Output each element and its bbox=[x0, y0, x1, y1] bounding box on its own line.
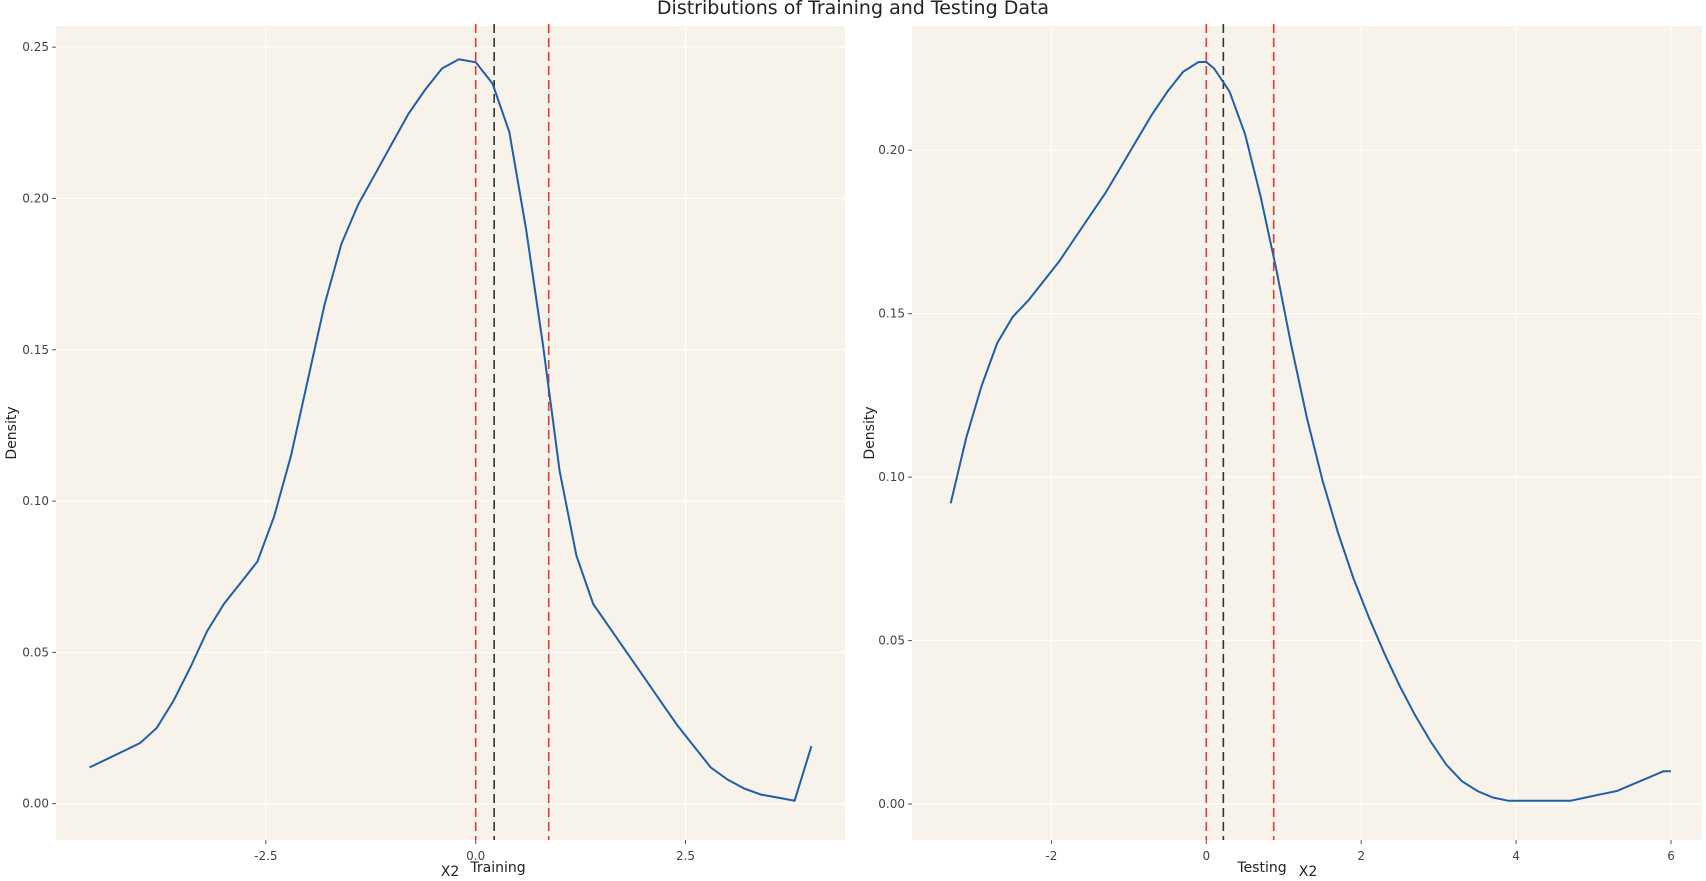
training-vlines bbox=[474, 24, 550, 840]
training-y-tick-label-4: 0.20 bbox=[22, 191, 49, 205]
testing-y-tick-labels: 0.00 0.05 0.10 0.15 0.20 bbox=[878, 143, 912, 811]
testing-x-tick-label-0: -2 bbox=[1045, 849, 1057, 863]
testing-density-line bbox=[949, 61, 1671, 802]
training-y-tick-label-3: 0.15 bbox=[22, 343, 49, 357]
training-x-tick-label-1: 0.0 bbox=[466, 849, 485, 863]
training-x-tick-label-0: -2.5 bbox=[254, 849, 277, 863]
training-y-tick-labels: 0.00 0.05 0.10 0.15 0.20 0.25 bbox=[22, 40, 56, 811]
training-y-tick-label-1: 0.05 bbox=[22, 645, 49, 659]
testing-y-tick-label-1: 0.05 bbox=[878, 634, 905, 648]
testing-plot-background bbox=[912, 26, 1702, 840]
testing-x-tick-label-3: 4 bbox=[1512, 849, 1520, 863]
testing-x-tick-label-1: 0 bbox=[1202, 849, 1210, 863]
training-y-tick-label-0: 0.00 bbox=[22, 797, 49, 811]
training-y-axis-title: Density bbox=[4, 406, 20, 459]
testing-x-tick-label-4: 6 bbox=[1667, 849, 1675, 863]
testing-panel-label: Testing bbox=[1236, 860, 1286, 876]
training-density-panel: 0.00 0.05 0.10 0.15 0.20 0.25 -2.5 0.0 2.5 Dens… bbox=[4, 24, 845, 880]
training-x-axis-title: X2 bbox=[441, 864, 460, 880]
training-gridlines bbox=[56, 26, 845, 840]
testing-y-tick-label-3: 0.15 bbox=[878, 307, 905, 321]
training-plot-background bbox=[56, 26, 845, 840]
training-density-line bbox=[89, 58, 813, 802]
training-y-tick-label-5: 0.25 bbox=[22, 40, 49, 54]
training-panel-label: Training bbox=[469, 860, 525, 876]
testing-y-tick-label-4: 0.20 bbox=[878, 143, 905, 157]
training-x-tick-labels: -2.5 0.0 2.5 bbox=[254, 840, 695, 863]
testing-vlines bbox=[1205, 24, 1275, 840]
training-x-tick-label-2: 2.5 bbox=[676, 849, 695, 863]
testing-y-tick-label-0: 0.00 bbox=[878, 797, 905, 811]
testing-density-panel: 0.00 0.05 0.10 0.15 0.20 -2 0 2 4 6 Density X2 T… bbox=[862, 24, 1702, 880]
testing-y-tick-label-2: 0.10 bbox=[878, 470, 905, 484]
testing-x-tick-label-2: 2 bbox=[1357, 849, 1365, 863]
testing-x-axis-title: X2 bbox=[1299, 864, 1318, 880]
training-y-tick-label-2: 0.10 bbox=[22, 494, 49, 508]
testing-y-axis-title: Density bbox=[862, 406, 878, 459]
figure-title: Distributions of Training and Testing Da… bbox=[657, 0, 1049, 19]
testing-x-tick-labels: -2 0 2 4 6 bbox=[1045, 840, 1675, 863]
